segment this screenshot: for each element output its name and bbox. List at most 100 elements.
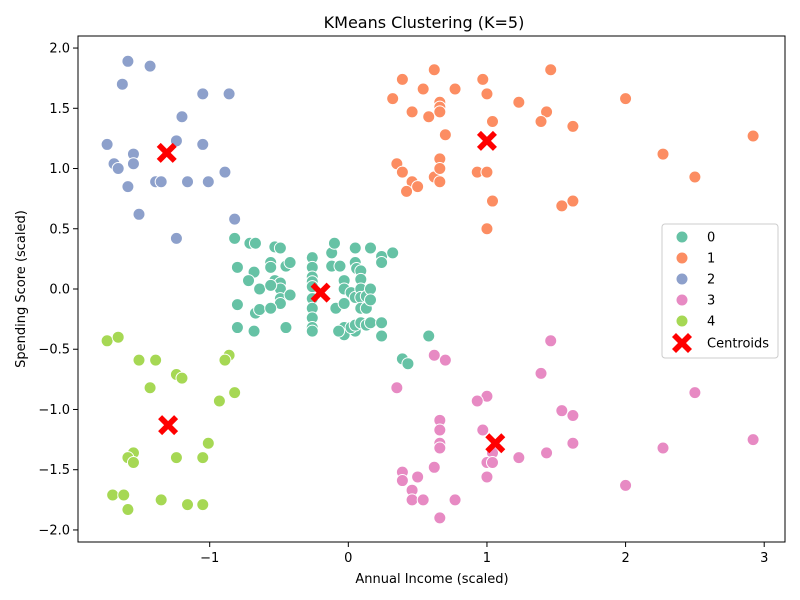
- cluster-1-point: [485, 115, 499, 129]
- centroid-marker: [158, 415, 179, 436]
- legend-label: 4: [707, 315, 715, 330]
- cluster-1-point: [416, 82, 430, 96]
- cluster-2-point: [201, 175, 215, 189]
- cluster-2-point: [222, 87, 236, 101]
- legend-marker: [675, 251, 689, 265]
- cluster-0-point: [375, 255, 389, 269]
- legend-marker: [675, 230, 689, 244]
- legend: 0 1 2 3 4 Centroids: [661, 223, 779, 359]
- centroid-marker: [156, 142, 177, 163]
- cluster-0-point: [279, 321, 293, 335]
- y-axis-label: Spending Score (scaled): [14, 210, 29, 368]
- cluster-2-point: [121, 54, 135, 68]
- cluster-1-point: [656, 147, 670, 161]
- cluster-2-point: [121, 180, 135, 194]
- cluster-1-point: [619, 92, 633, 106]
- cluster-3-point: [566, 409, 580, 422]
- cluster-1-point: [544, 63, 558, 77]
- y-tick-label: 1.5: [49, 102, 70, 117]
- cluster-0-point: [333, 259, 347, 273]
- x-tick-label: 0: [344, 551, 352, 566]
- y-axis: −2.0 −1.5 −1.0 −0.5 0.0 0.5 1.0 1.5 2.0: [38, 42, 78, 538]
- centroid-marker: [485, 433, 506, 454]
- cluster-3-point: [688, 386, 702, 400]
- y-tick-label: 1.0: [49, 162, 70, 177]
- cluster-1-point: [411, 180, 425, 194]
- cluster-4-point: [169, 451, 183, 465]
- y-tick-label: 0.5: [49, 222, 70, 237]
- cluster-0-point: [273, 241, 287, 255]
- cluster-1-point: [480, 165, 494, 179]
- cluster-1-point: [688, 170, 702, 184]
- x-tick-label: −1: [200, 551, 219, 566]
- cluster-3-point: [534, 366, 548, 380]
- cluster-4-point: [196, 498, 210, 512]
- centroid-marker: [476, 130, 497, 151]
- cluster-4-point: [175, 371, 189, 385]
- cluster-3-point: [470, 394, 484, 408]
- cluster-1-point: [433, 162, 447, 176]
- cluster-4-point: [100, 334, 114, 348]
- cluster-3-point: [433, 441, 447, 455]
- cluster-2-point: [143, 59, 157, 73]
- cluster-1-point: [512, 95, 526, 109]
- cluster-2-point: [132, 207, 146, 221]
- cluster-2-point: [154, 175, 168, 189]
- cluster-3-point: [427, 348, 441, 362]
- cluster-3-point: [566, 436, 580, 450]
- x-axis-label: Annual Income (scaled): [355, 572, 508, 587]
- cluster-0-point: [248, 236, 262, 250]
- cluster-0-point: [337, 296, 351, 310]
- legend-label: Centroids: [707, 337, 769, 352]
- cluster-3-point: [438, 353, 452, 367]
- cluster-2-point: [196, 87, 210, 101]
- cluster-0-point: [283, 255, 297, 269]
- cluster-1-point: [395, 72, 409, 86]
- legend-marker: [675, 272, 689, 286]
- cluster-1-point: [566, 194, 580, 208]
- legend-marker: [675, 314, 689, 328]
- cluster-0-point: [264, 301, 278, 315]
- cluster-0-point: [364, 293, 378, 307]
- x-axis: −1 0 1 2 3: [200, 542, 768, 566]
- chart-title: KMeans Clustering (K=5): [324, 13, 525, 32]
- x-tick-label: 1: [483, 551, 491, 566]
- cluster-2-point: [181, 175, 195, 189]
- cluster-1-point: [422, 110, 436, 124]
- cluster-3-point: [390, 381, 404, 395]
- y-tick-label: −1.5: [38, 463, 70, 478]
- cluster-1-point: [448, 82, 462, 96]
- cluster-3-point: [448, 493, 462, 507]
- cluster-4-point: [212, 394, 226, 408]
- cluster-1-point: [476, 72, 490, 86]
- y-tick-label: −0.5: [38, 343, 70, 358]
- cluster-0-point: [253, 302, 267, 316]
- legend-centroid-marker: [672, 333, 692, 353]
- legend-label: 1: [707, 252, 715, 267]
- cluster-2-point: [196, 137, 210, 151]
- cluster-0-point: [230, 298, 244, 312]
- cluster-0-point: [327, 236, 341, 250]
- cluster-1-point: [433, 105, 447, 119]
- cluster-1-point: [386, 92, 400, 106]
- cluster-3-point: [405, 493, 419, 507]
- cluster-0-point: [364, 316, 378, 330]
- cluster-4-point: [181, 498, 195, 512]
- legend-marker: [675, 293, 689, 307]
- cluster-1-point: [555, 199, 569, 213]
- cluster-3-point: [427, 460, 441, 474]
- cluster-4-point: [228, 386, 242, 400]
- cluster-0-point: [242, 274, 256, 288]
- cluster-1-point: [433, 175, 447, 189]
- legend-label: 2: [707, 273, 715, 288]
- centroids-layer: [156, 130, 506, 454]
- cluster-4-point: [132, 353, 146, 367]
- cluster-3-point: [544, 334, 558, 348]
- cluster-0-point: [386, 246, 400, 260]
- cluster-4-point: [106, 488, 120, 502]
- cluster-1-point: [400, 184, 414, 198]
- y-tick-label: 2.0: [49, 42, 70, 57]
- cluster-3-point: [395, 474, 409, 488]
- cluster-2-point: [115, 77, 129, 91]
- cluster-0-point: [364, 282, 378, 296]
